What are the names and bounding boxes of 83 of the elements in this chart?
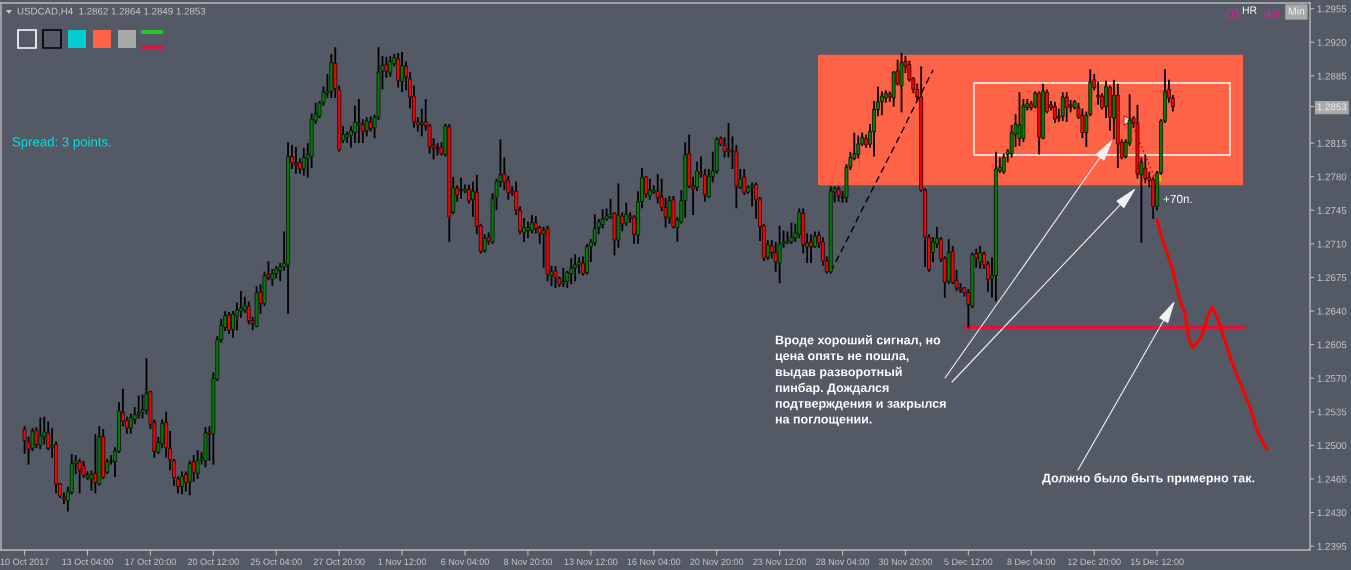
- annotation: 49: [1264, 8, 1279, 19]
- annotation: Spread: 3 points.: [12, 136, 111, 150]
- annotation: +70п.: [1163, 194, 1192, 204]
- x-tick-label: 13 Nov 12:00: [564, 558, 618, 565]
- candlestick: [195, 450, 200, 479]
- y-tick-label: 1.2640: [1317, 307, 1347, 315]
- x-tick-label: 5 Dec 12:00: [944, 558, 993, 565]
- candlestick: [1053, 101, 1057, 123]
- x-tick-label: 1 Nov 12:00: [378, 558, 427, 565]
- candlestick: [647, 178, 652, 200]
- y-tick-label: 1.2955: [1317, 5, 1347, 13]
- x-tick-label: 20 Nov 20:00: [690, 558, 744, 565]
- y-tick-label: 1.2885: [1317, 72, 1347, 80]
- annotation: 01: [1226, 8, 1241, 19]
- annotation: Min: [1288, 7, 1305, 15]
- y-tick-label: 1.2395: [1317, 542, 1347, 550]
- candlestick: [400, 51, 404, 93]
- x-tick-label: 25 Oct 04:00: [250, 558, 302, 565]
- y-tick-label: 1.2570: [1317, 374, 1347, 382]
- candlestick: [1060, 92, 1065, 121]
- candlestick: [227, 312, 231, 335]
- x-tick-label: 20 Oct 12:00: [187, 558, 239, 565]
- candlestick: [459, 177, 463, 199]
- x-tick-label: 16 Nov 04:00: [627, 558, 681, 565]
- y-tick-label: 1.2465: [1317, 475, 1347, 483]
- x-tick-label: 30 Nov 20:00: [878, 558, 932, 565]
- x-tick-label: 17 Oct 20:00: [125, 558, 176, 565]
- x-tick-label: 12 Dec 20:00: [1068, 558, 1121, 565]
- y-tick-label: 1.2710: [1317, 240, 1347, 248]
- candlestick: [301, 147, 306, 176]
- candlestick: [294, 147, 298, 174]
- candlestick: [573, 254, 578, 282]
- x-tick-label: 10 Oct 2017: [0, 558, 49, 565]
- candlestick: [856, 135, 861, 159]
- line-series: [1155, 218, 1269, 451]
- candlestick: [1017, 92, 1022, 146]
- candlestick: [553, 265, 558, 288]
- x-tick-label: 15 Dec 12:00: [1130, 558, 1184, 565]
- candlestick: [388, 55, 393, 77]
- y-tick-label: 1.2745: [1317, 207, 1347, 214]
- candlestick: [396, 52, 401, 88]
- candlestick: [742, 169, 747, 195]
- candlestick: [1068, 99, 1073, 113]
- candlestick: [777, 225, 782, 284]
- y-tick-label: 1.2815: [1317, 139, 1347, 147]
- y-tick-label: 1.2920: [1317, 39, 1347, 46]
- candlestick: [180, 471, 184, 495]
- candlestick: [89, 470, 94, 491]
- candlestick: [561, 267, 566, 288]
- x-tick-label: 8 Dec 04:00: [1007, 558, 1056, 565]
- candlestick: [419, 108, 424, 137]
- candlestick: [879, 91, 884, 116]
- annotation: Должно было быть примерно так.: [1042, 473, 1255, 485]
- y-tick-label: 1.2430: [1317, 509, 1347, 517]
- y-tick-label: 1.2780: [1317, 173, 1347, 181]
- candlestick: [667, 195, 672, 224]
- candlestick: [1001, 153, 1006, 174]
- annotation: HR: [1242, 6, 1257, 14]
- y-tick-label: 1.2500: [1317, 442, 1347, 450]
- candlestick: [356, 99, 361, 144]
- x-tick-label: 28 Nov 04:00: [816, 558, 870, 565]
- x-tick-label: 23 Nov 12:00: [753, 558, 807, 565]
- x-tick-label: 6 Nov 04:00: [441, 558, 490, 565]
- candlestick: [899, 52, 904, 113]
- chart-title: USDCAD,H4 1.2862 1.2864 1.2849 1.2853: [17, 7, 206, 16]
- candlestick: [77, 458, 82, 494]
- x-tick-label: 13 Oct 04:00: [62, 558, 114, 565]
- candlestick: [569, 258, 574, 285]
- x-tick-label: 8 Nov 20:00: [503, 558, 552, 565]
- candlestick: [93, 433, 98, 494]
- x-tick-label: 27 Oct 20:00: [313, 558, 365, 565]
- candlestick: [38, 417, 43, 450]
- candlestick: [526, 221, 530, 239]
- y-tick-label: 1.2605: [1317, 341, 1347, 349]
- candlestick: [1064, 92, 1069, 122]
- y-tick-label: 1.2535: [1317, 408, 1347, 416]
- y-tick-label: 1.2853: [1317, 103, 1347, 111]
- annotation: Вроде хороший сигнал, но цена опять не пошла, выдав разворотный пинбар. Дождался подтверждения и закрылся на поглощении.: [775, 335, 946, 426]
- candlestick: [809, 234, 813, 264]
- candlestick: [789, 222, 794, 244]
- y-tick-label: 1.2675: [1317, 274, 1347, 282]
- candlestick: [1096, 81, 1101, 105]
- candlestick: [750, 182, 754, 207]
